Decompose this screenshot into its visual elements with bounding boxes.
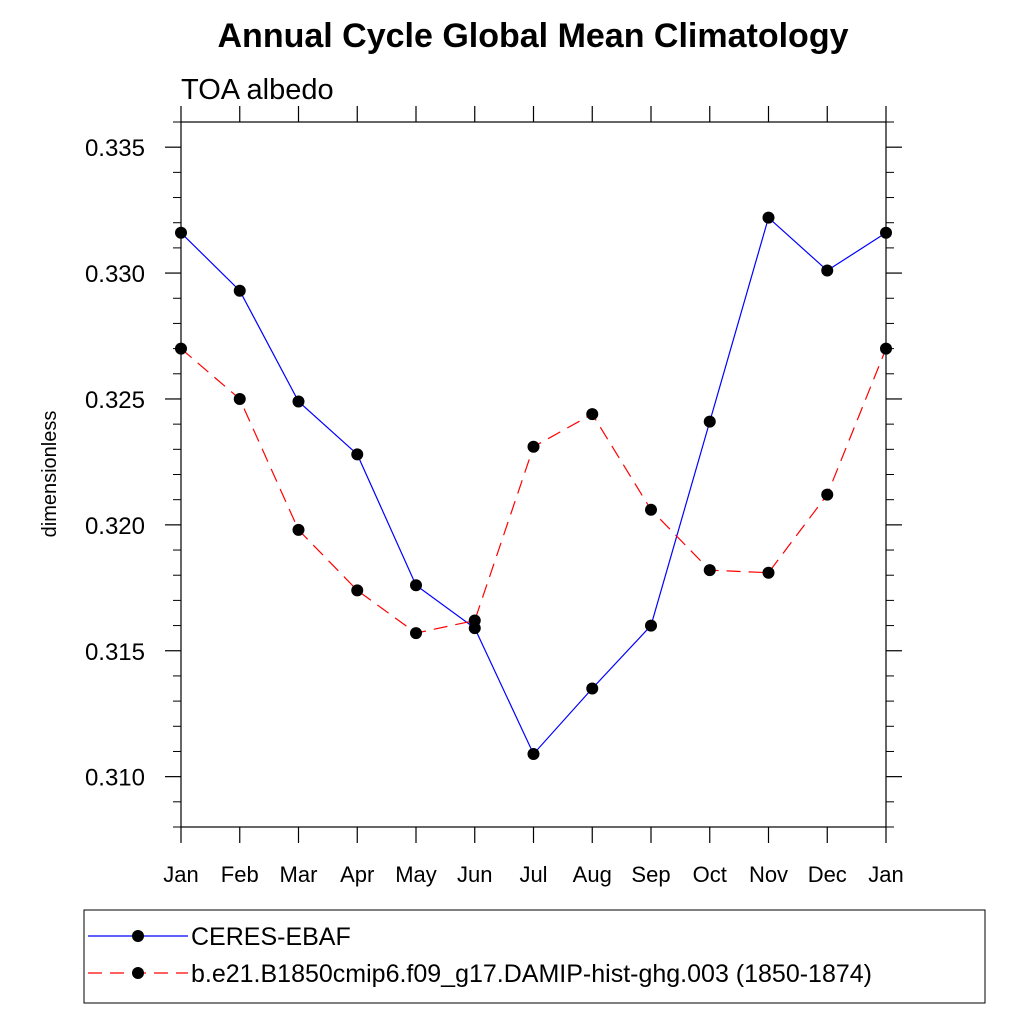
series-2-point (410, 627, 422, 640)
series-2-point (233, 392, 246, 405)
y-tick-labels: 0.310 0.315 0.320 0.325 0.330 0.335 (85, 135, 145, 791)
x-tick-label: Jan (868, 862, 903, 887)
x-tick-label: May (395, 862, 437, 887)
series-1-point (410, 579, 422, 592)
series-1-point (527, 747, 540, 760)
legend-marker-2 (132, 967, 144, 979)
x-tick-label: Aug (573, 862, 612, 887)
legend-label-2: b.e21.B1850cmip6.f09_g17.DAMIP-hist-ghg.… (191, 960, 872, 988)
series-2-point (527, 440, 540, 453)
x-tick-label: Oct (693, 862, 727, 887)
legend-label-1: CERES-EBAF (191, 923, 351, 951)
series-2-point (821, 488, 834, 501)
y-tick-label: 0.310 (85, 765, 145, 792)
legend-marker-1 (132, 930, 144, 942)
y-tick-label: 0.325 (85, 387, 145, 414)
series-line-2 (180, 348, 887, 634)
y-axis-label: dimensionless (39, 411, 61, 538)
series-1-point (233, 284, 246, 297)
x-tick-label: Jul (519, 862, 547, 887)
chart-subtitle: TOA albedo (181, 74, 334, 106)
y-tick-label: 0.330 (85, 261, 145, 288)
x-tick-label: Apr (340, 862, 374, 887)
x-tick-label: Dec (808, 862, 847, 887)
series-2-point (351, 584, 364, 597)
x-tick-label: Jan (163, 862, 198, 887)
series-1-point (645, 619, 657, 632)
series-layer (175, 211, 892, 760)
series-2-point (703, 564, 716, 577)
series-line-1 (180, 216, 887, 756)
series-2-point (292, 523, 305, 536)
series-1-point (703, 415, 716, 428)
x-tick-label: Jun (457, 862, 492, 887)
series-1-point (821, 264, 834, 277)
legend: CERES-EBAF b.e21.B1850cmip6.f09_g17.DAMIP… (88, 923, 872, 988)
x-tick-label: Sep (631, 862, 670, 887)
legend-box (83, 909, 986, 1004)
x-tick-labels: Jan Feb Mar Apr May Jun Jul Aug Sep Oct Nov Dec Jan (163, 862, 903, 887)
series-2-point (468, 614, 481, 627)
series-1-point (292, 395, 305, 408)
y-tick-label: 0.315 (85, 639, 145, 666)
series-1-point (351, 448, 364, 461)
x-tick-label: Mar (280, 862, 318, 887)
series-2-point (880, 342, 892, 355)
y-tick-label: 0.335 (85, 135, 145, 162)
series-1-point (586, 682, 599, 695)
series-2-point (586, 408, 599, 421)
series-1-point (880, 226, 892, 239)
axis-ticks (165, 106, 902, 843)
y-tick-label: 0.320 (85, 513, 145, 540)
series-2-point (175, 342, 187, 355)
series-1-point (175, 226, 187, 239)
x-tick-label: Feb (221, 862, 259, 887)
x-tick-label: Nov (749, 862, 788, 887)
series-2-point (762, 566, 775, 579)
chart-title: Annual Cycle Global Mean Climatology (218, 17, 849, 55)
series-2-point (645, 503, 657, 516)
series-1-point (762, 211, 775, 224)
